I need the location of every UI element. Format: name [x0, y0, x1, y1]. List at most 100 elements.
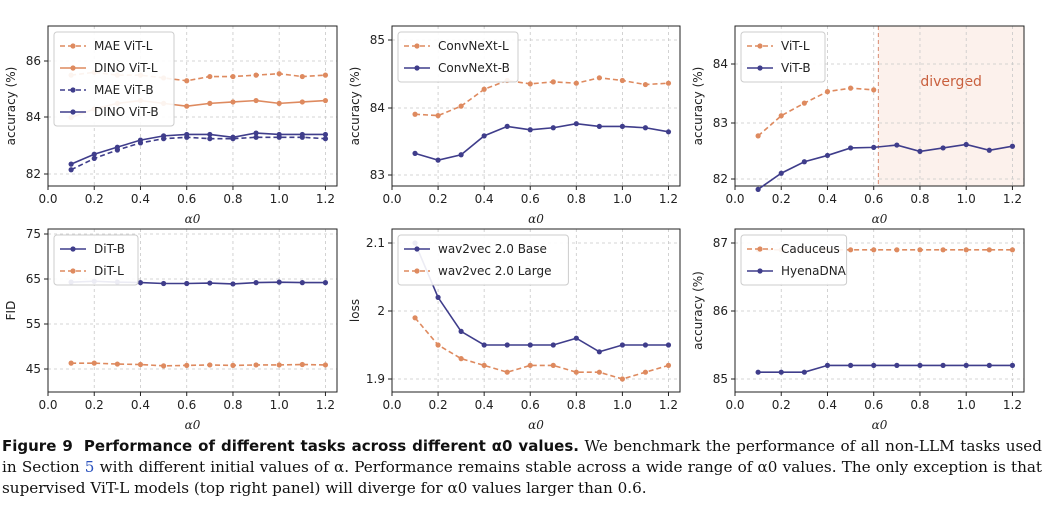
data-point: [481, 362, 487, 368]
data-point: [207, 73, 213, 80]
chart-panel-6: 0.0 0.2 0.4 0.6 0.8 1.0 1.2 85 86 87 α0 accuracy (%…: [691, 228, 1025, 432]
series-line-2: [757, 143, 1013, 191]
x-axis-label: α0: [528, 212, 544, 226]
data-point: [435, 342, 441, 348]
legend-swatch-marker: [70, 87, 76, 93]
data-point: [642, 125, 649, 131]
y-tick-label: 84: [713, 57, 728, 71]
x-axis-label: α0: [872, 418, 888, 432]
data-point: [824, 152, 831, 159]
x-axis-label: α0: [872, 212, 888, 226]
y-axis-label: loss: [348, 299, 362, 322]
data-point: [230, 134, 236, 140]
chart-panel-2: 0.0 0.2 0.4 0.6 0.8 1.0 1.2 83 84 85 α0 accuracy (%…: [348, 25, 681, 226]
x-tick-label: 0.4: [475, 192, 494, 206]
caption-section-ref[interactable]: 5: [84, 458, 95, 476]
data-point: [276, 131, 282, 138]
x-tick-label: 1.0: [270, 192, 289, 206]
data-point: [276, 71, 282, 77]
y-tick-label: 45: [26, 362, 41, 376]
y-tick-label: 87: [713, 236, 728, 250]
data-point: [848, 145, 854, 151]
data-point: [1009, 143, 1016, 149]
y-tick-label: 86: [713, 304, 728, 318]
data-point: [848, 362, 854, 368]
legend-label: wav2vec 2.0 Base: [438, 242, 547, 256]
data-point: [322, 362, 329, 368]
data-point: [986, 247, 992, 253]
data-point: [68, 167, 74, 173]
x-tick-label: 1.0: [613, 398, 632, 412]
data-point: [299, 73, 305, 80]
series-line-1: [757, 87, 874, 137]
data-point: [1009, 362, 1016, 368]
legend-label: MAE ViT-L: [94, 39, 153, 53]
data-point: [161, 363, 167, 369]
series-line-2: [414, 317, 669, 380]
chart-panel-4: 0.0 0.2 0.4 0.6 0.8 1.0 1.2 45 55 65 75 α0 FID DiT-B D…: [4, 227, 338, 432]
data-point: [527, 342, 533, 348]
data-point: [573, 335, 579, 341]
legend-label: MAE ViT-B: [94, 83, 154, 97]
data-point: [504, 342, 510, 348]
x-tick-label: 0.0: [725, 192, 744, 206]
legend-label: ViT-L: [781, 39, 810, 53]
y-tick-label: 84: [370, 101, 385, 115]
data-point: [299, 361, 305, 368]
y-axis-label: accuracy (%): [4, 67, 18, 146]
series-line-1: [414, 242, 669, 353]
data-point: [894, 142, 900, 148]
data-point: [894, 247, 900, 253]
data-point: [894, 362, 900, 368]
data-point: [573, 80, 579, 86]
data-point: [481, 133, 487, 139]
x-tick-label: 1.2: [1003, 398, 1022, 412]
series-line-1: [414, 76, 669, 117]
data-point: [917, 362, 923, 368]
x-tick-label: 0.2: [772, 192, 791, 206]
legend-swatch-marker: [414, 65, 420, 71]
x-tick-label: 0.2: [429, 192, 448, 206]
legend-label: DINO ViT-B: [94, 105, 159, 119]
data-point: [161, 133, 167, 139]
data-point: [665, 342, 672, 348]
x-axis-label: α0: [185, 418, 201, 432]
data-point: [114, 144, 120, 150]
data-point: [184, 78, 190, 84]
y-tick-label: 85: [713, 372, 728, 386]
x-tick-label: 0.2: [85, 398, 104, 412]
y-tick-label: 65: [26, 272, 41, 286]
data-point: [91, 360, 97, 366]
legend-swatch-marker: [757, 65, 763, 71]
data-point: [755, 133, 761, 139]
data-point: [322, 131, 329, 138]
data-point: [481, 86, 487, 92]
data-point: [527, 127, 533, 133]
legend-box: [740, 234, 848, 286]
data-point: [824, 362, 831, 368]
y-tick-label: 82: [26, 167, 41, 181]
x-tick-label: 1.0: [957, 192, 976, 206]
legend-label: DiT-L: [94, 264, 124, 278]
x-tick-label: 0.8: [223, 192, 242, 206]
data-point: [963, 141, 969, 148]
x-tick-label: 1.2: [1003, 192, 1022, 206]
y-axis-label: accuracy (%): [691, 67, 705, 146]
data-point: [596, 369, 602, 375]
y-axis-label: accuracy (%): [691, 271, 705, 350]
x-tick-label: 0.6: [521, 192, 540, 206]
x-tick-label: 1.0: [270, 398, 289, 412]
data-point: [253, 97, 259, 104]
x-tick-label: 0.4: [131, 192, 150, 206]
legend-label: ConvNeXt-B: [438, 61, 510, 75]
x-tick-label: 0.6: [521, 398, 540, 412]
legend-swatch-marker: [70, 246, 76, 252]
data-point: [550, 125, 556, 131]
data-point: [917, 247, 923, 253]
x-tick-label: 0.4: [475, 398, 494, 412]
data-point: [207, 131, 213, 138]
chart-panel-1: 0.0 0.2 0.4 0.6 0.8 1.0 1.2 82 84 86 α0 accuracy (%…: [4, 25, 338, 226]
legend-label: HyenaDNA: [781, 264, 847, 278]
plot-frame: [47, 25, 338, 187]
data-point: [230, 73, 236, 80]
